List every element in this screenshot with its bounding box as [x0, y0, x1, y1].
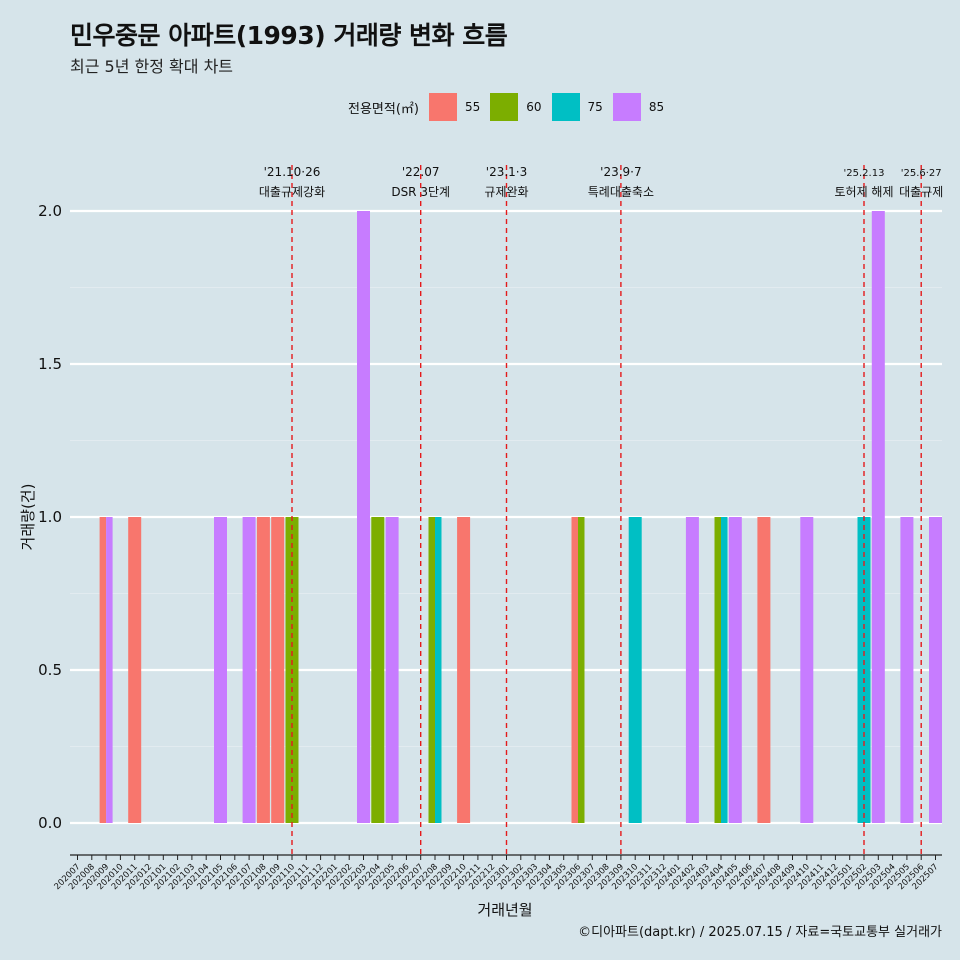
event-markers: '21.10·26 대출규제강화 '22.07 DSR 3단계 '23.1·3 규제완화 '… [259, 165, 943, 855]
bar-85-202503 [871, 211, 885, 823]
bar-75-202208 [435, 517, 442, 823]
bar-85-202107 [242, 517, 256, 823]
event-label-202506: 대출규제 [899, 185, 943, 199]
bar-60-202208 [428, 517, 435, 823]
bar-55-202407 [757, 517, 771, 823]
event-date-202110: '21.10·26 [264, 165, 321, 179]
legend-item-75: 75 [551, 93, 603, 121]
event-label-202309: 특례대출축소 [588, 185, 654, 199]
legend-label-55: 55 [464, 100, 481, 114]
chart-title: 민우중문 아파트(1993) 거래량 변화 흐름 [70, 21, 508, 50]
bar-55-202109 [271, 517, 285, 823]
bar-60-202404 [714, 517, 721, 823]
bar-55-202306 [571, 517, 578, 823]
bar-75-202404 [721, 517, 728, 823]
event-date-202502: '25.2.13 [844, 168, 885, 179]
event-date-202309: '23.9·7 [600, 165, 641, 179]
bar-85-202402 [685, 517, 699, 823]
y-tick-label: 2.0 [38, 202, 62, 220]
event-date-202207: '22.07 [402, 165, 440, 179]
bar-85-202205 [385, 517, 399, 823]
bar-55-202108 [256, 517, 270, 823]
legend-swatch-55 [428, 93, 457, 121]
bar-55-202011 [128, 517, 142, 823]
y-tick-label: 0.0 [38, 814, 62, 832]
event-date-202506: '25.6·27 [901, 168, 942, 179]
legend: 전용면적(㎡) 55 60 75 85 [348, 93, 674, 121]
chart-subtitle: 최근 5년 한정 확대 차트 [70, 57, 234, 76]
bar-55-202210 [457, 517, 471, 823]
legend-item-85: 85 [612, 93, 665, 121]
event-label-202207: DSR 3단계 [391, 185, 450, 199]
bar-85-202410 [800, 517, 814, 823]
axes: 2020072020082020092020102020112020122021… [53, 854, 942, 892]
bar-85-202505 [900, 517, 914, 823]
event-label-202110: 대출규제강화 [259, 185, 325, 199]
bar-60-202306 [578, 517, 585, 823]
legend-label-60: 60 [526, 100, 542, 114]
bar-60-202204 [371, 517, 385, 823]
bar-85-202507 [929, 517, 942, 823]
legend-swatch-75 [551, 93, 580, 121]
y-tick-label: 1.0 [38, 508, 62, 526]
bar-85-202009 [106, 517, 113, 823]
legend-label-75: 75 [587, 100, 603, 114]
source-caption: ©디아파트(dapt.kr) / 2025.07.15 / 자료=국토교통부 실… [578, 925, 942, 940]
bar-85-202105 [214, 517, 227, 823]
legend-item-55: 55 [428, 93, 481, 121]
event-label-202301: 규제완화 [484, 185, 528, 199]
legend-swatch-85 [612, 93, 641, 121]
bar-85-202405 [728, 517, 742, 823]
bar-55-202009 [99, 517, 107, 823]
bar-85-202203 [357, 211, 370, 823]
y-tick-label: 0.5 [38, 661, 62, 679]
y-tick-label: 1.5 [38, 355, 62, 373]
x-axis-title: 거래년월 [477, 901, 532, 919]
legend-label-85: 85 [648, 100, 665, 114]
legend-item-60: 60 [490, 93, 542, 121]
y-axis-title: 거래량(건) [19, 484, 37, 551]
bar-75-202310 [628, 517, 642, 823]
event-label-202502: 토허제 해제 [834, 185, 893, 199]
legend-title: 전용면적(㎡) [348, 101, 419, 117]
legend-swatch-60 [490, 93, 519, 121]
event-date-202301: '23.1·3 [486, 165, 527, 179]
